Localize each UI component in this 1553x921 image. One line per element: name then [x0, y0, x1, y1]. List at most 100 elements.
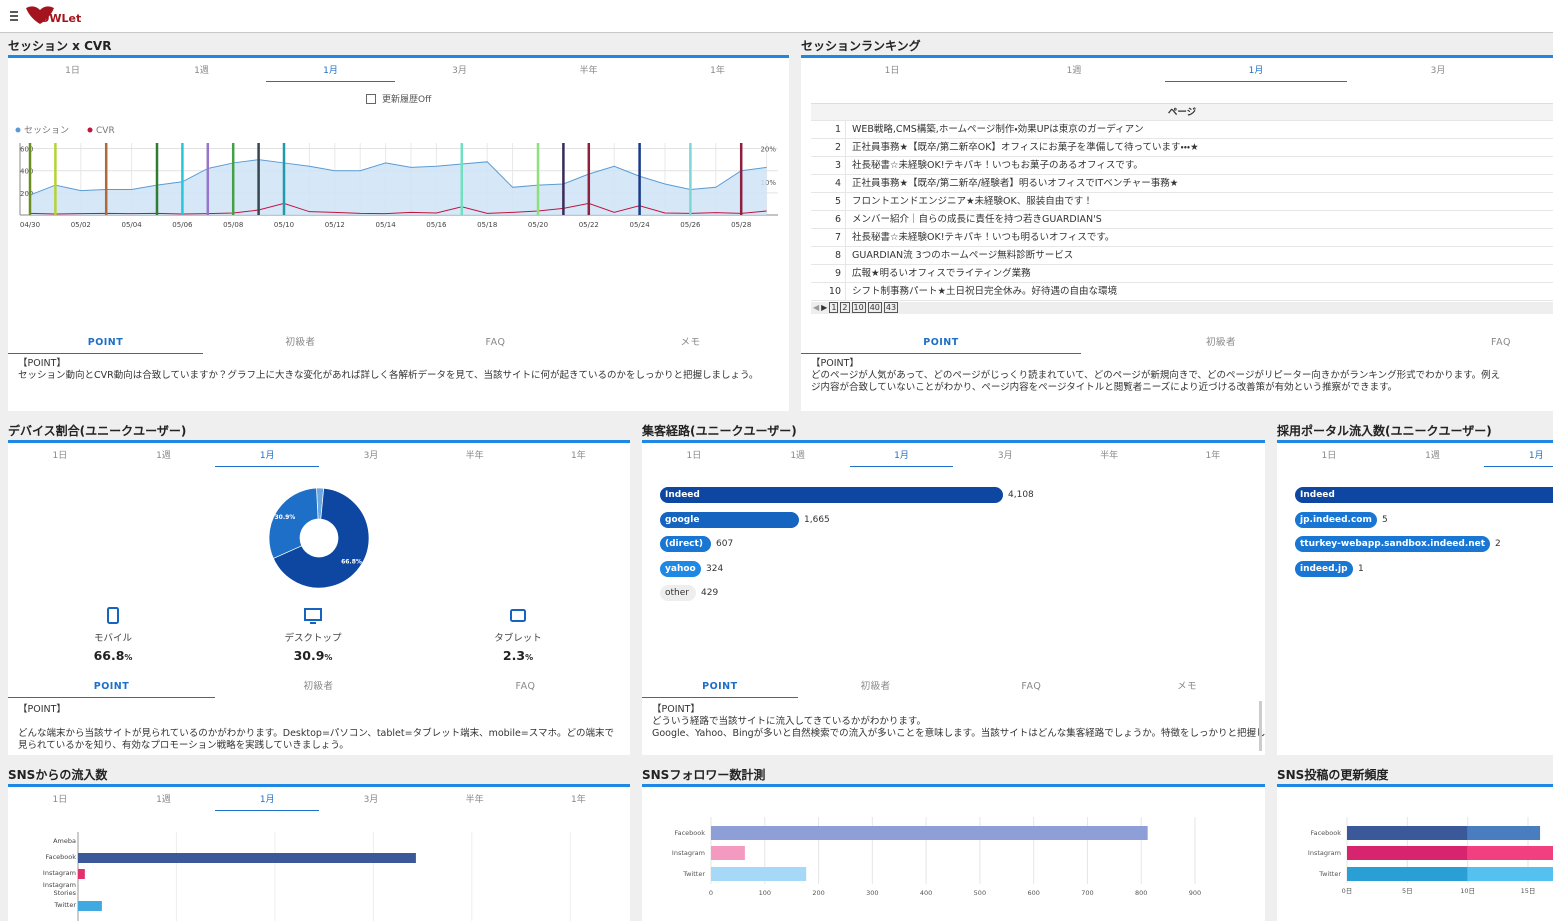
tab[interactable]: 1年 — [570, 795, 586, 805]
device-value: 66.8% — [63, 645, 163, 664]
bar[interactable]: indeed.jp — [1295, 561, 1353, 577]
table-row[interactable]: 8 GUARDIAN流 3つのホームページ無料診断サービス — [811, 247, 1553, 265]
table-row[interactable]: 1 WEB戦略,CMS構築,ホームページ制作・効果UPは東京のガーディアン — [811, 121, 1553, 139]
tab[interactable]: メモ — [1177, 681, 1198, 692]
tab[interactable]: 初級者 — [1205, 337, 1236, 348]
page-link[interactable]: 40 — [867, 302, 882, 313]
x-tick-label: 05/08 — [223, 221, 243, 229]
tab[interactable]: 初級者 — [285, 337, 316, 348]
tab[interactable]: 1月 — [266, 60, 395, 82]
tab[interactable]: 初級者 — [303, 681, 334, 692]
bar — [711, 826, 1148, 840]
checkbox[interactable] — [366, 94, 376, 104]
tab[interactable]: 半年 — [465, 795, 484, 805]
bar[interactable]: Indeed — [660, 487, 1004, 503]
table-row[interactable]: 6 メンバー紹介｜自らの成長に責任を持つ若きGUARDIAN'S — [811, 211, 1553, 229]
tab[interactable]: 半年 — [1100, 451, 1119, 461]
point-text: Google、Yahoo、Bingが多いと自然検索での流入が多いことを意味します… — [652, 728, 1265, 739]
tab[interactable]: POINT — [8, 332, 203, 354]
bar — [711, 846, 745, 860]
tab[interactable]: 3月 — [363, 795, 379, 805]
bar[interactable]: Indeed — [1295, 487, 1553, 503]
tab[interactable]: 1月 — [1165, 60, 1347, 82]
tab[interactable]: 1年 — [570, 451, 586, 461]
table-row[interactable]: 4 正社員事務★【既卒/第二新卒/経験者】明るいオフィスでITベンチャー事務★ — [811, 175, 1553, 193]
tab[interactable]: 1日 — [1321, 451, 1337, 461]
page-title: メンバー紹介｜自らの成長に責任を持つ若きGUARDIAN'S — [852, 214, 1102, 225]
ranking-panel: 1日 1週 1月 3月 ページ 1 WEB戦略,CMS構築,ホームページ制作・効果UPは東京… — [801, 55, 1553, 411]
tab[interactable]: 3月 — [363, 451, 379, 461]
y2-tick-label: 20% — [760, 146, 776, 154]
rank: 5 — [811, 193, 846, 211]
table-row[interactable]: 9 広報★明るいオフィスでライティング業務 — [811, 265, 1553, 283]
device-panel: 1日 1週 1月 3月 半年 1年 66.8% 30.9% モバイル 66.8% デスクトップ 30.… — [8, 440, 630, 755]
y2-tick-label: 10% — [760, 179, 776, 187]
bar[interactable]: other — [660, 585, 696, 601]
rank: 8 — [811, 247, 846, 265]
tab[interactable]: 1週 — [156, 451, 171, 461]
table-row[interactable]: 5 フロントエンドエンジニア★未経験OK、服装自由です！ — [811, 193, 1553, 211]
tab[interactable]: POINT — [801, 332, 1081, 354]
tab[interactable]: 1日 — [52, 795, 68, 805]
tab[interactable]: 1日 — [884, 66, 900, 76]
tab[interactable]: FAQ — [1491, 337, 1511, 348]
device-icon — [107, 607, 119, 624]
session-panel: 1日 1週 1月 3月 半年 1年 更新履歴Off セッション CVR 200 400 600 10% 2… — [8, 55, 789, 411]
tab[interactable]: 3月 — [1430, 66, 1446, 76]
tab[interactable]: FAQ — [515, 681, 536, 692]
bar-segment — [1347, 846, 1468, 860]
tab[interactable]: メモ — [680, 337, 701, 348]
point-text: どんな端末から当該サイトが見られているのかがわかります。Desktop=パソコン… — [18, 728, 614, 751]
bar[interactable]: google — [660, 512, 800, 528]
tab[interactable]: 1週 — [1066, 66, 1082, 76]
tab[interactable]: FAQ — [1021, 681, 1042, 692]
tab[interactable]: 半年 — [465, 451, 484, 461]
x-tick-label: 500 — [974, 889, 986, 897]
tab[interactable]: 1日 — [52, 451, 68, 461]
tab[interactable]: 初級者 — [860, 681, 891, 692]
tab[interactable]: FAQ — [485, 337, 506, 348]
tab[interactable]: 1年 — [1205, 451, 1221, 461]
table-row[interactable]: 3 社長秘書☆未経験OK!テキパキ！いつもお菓子のあるオフィスです。 — [811, 157, 1553, 175]
page-link[interactable]: 43 — [883, 302, 899, 313]
rank: 1 — [811, 121, 846, 139]
sns-posts-panel: 0日 5日 10日 15日 Facebook Instagram Twitter — [1277, 784, 1553, 921]
tab[interactable]: 3月 — [452, 66, 467, 76]
y-tick-label: Facebook — [1310, 829, 1341, 837]
tab[interactable]: 1日 — [686, 451, 702, 461]
tab[interactable]: 1週 — [790, 451, 806, 461]
x-tick-label: 05/22 — [579, 221, 599, 229]
tab[interactable]: 1年 — [710, 66, 725, 76]
table-row[interactable]: 7 社長秘書☆未経験OK!テキパキ！いつも明るいオフィスです。 — [811, 229, 1553, 247]
page-link[interactable]: 10 — [851, 302, 866, 313]
bar[interactable]: (direct) — [660, 536, 711, 552]
tab[interactable]: 半年 — [579, 66, 598, 76]
tab[interactable]: 3月 — [997, 451, 1013, 461]
tab[interactable]: 1週 — [194, 66, 209, 76]
bar[interactable]: jp.indeed.com — [1295, 512, 1377, 528]
bar[interactable]: tturkey-webapp.sandbox.indeed.net — [1295, 536, 1491, 552]
tab[interactable]: 1月 — [215, 445, 320, 467]
page-next[interactable]: ▶ — [821, 303, 828, 312]
tab[interactable]: POINT — [642, 676, 798, 698]
menu-icon[interactable] — [10, 11, 18, 21]
tab[interactable]: 1日 — [65, 66, 80, 76]
table-row[interactable]: 10 シフト制事務パート★土日祝日完全休み。好待遇の自由な環境 — [811, 283, 1553, 301]
panel-title: セッション x CVR — [8, 39, 112, 53]
tab[interactable]: 1週 — [156, 795, 171, 805]
tab[interactable]: 1月 — [1484, 445, 1553, 467]
tab[interactable]: 1週 — [1425, 451, 1440, 461]
value-label: 2 — [1495, 539, 1501, 549]
page-link[interactable]: 1 — [829, 302, 839, 313]
page-prev[interactable]: ◀ — [813, 303, 820, 312]
x-tick-label: 900 — [1189, 889, 1201, 897]
bar[interactable]: yahoo — [660, 561, 701, 577]
hbar-chart — [77, 832, 571, 921]
table-row[interactable]: 2 正社員事務★【既卒/第二新卒OK】オフィスにお菓子を準備して待っています・・・… — [811, 139, 1553, 157]
tab[interactable]: 1月 — [849, 445, 954, 467]
rank: 9 — [811, 265, 846, 283]
tab[interactable]: 1月 — [215, 789, 320, 811]
value-label: 1,665 — [804, 515, 830, 525]
tab[interactable]: POINT — [8, 676, 215, 698]
page-link[interactable]: 2 — [840, 302, 850, 313]
